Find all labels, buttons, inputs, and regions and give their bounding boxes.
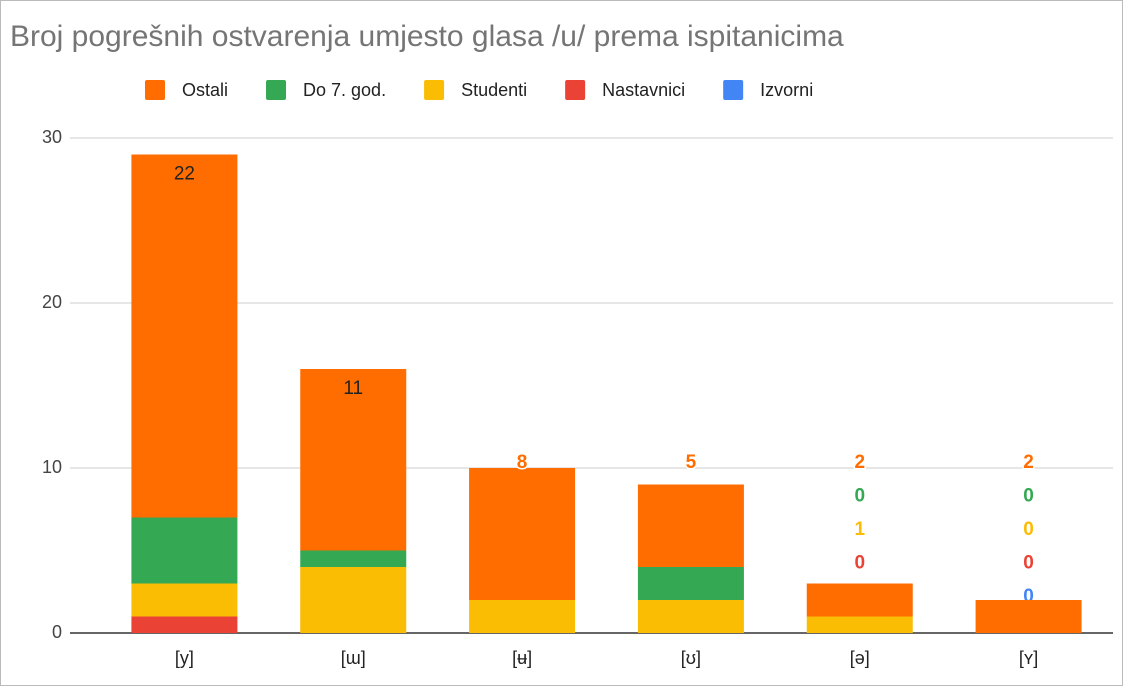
bar-segment — [637, 484, 744, 567]
bar-segment — [300, 567, 407, 633]
bar-segment — [131, 517, 238, 584]
data-label: 0 — [854, 553, 865, 574]
y-tick-label: 10 — [42, 457, 62, 477]
x-tick-label: [ɯ] — [341, 648, 366, 668]
bar-segment — [131, 154, 238, 518]
bar-segment — [300, 550, 407, 567]
y-tick-label: 20 — [42, 292, 62, 312]
legend-label: Izvorni — [760, 80, 813, 100]
data-label: 1 — [854, 519, 865, 540]
bar-segment — [300, 369, 407, 551]
x-tick-label: [ə] — [850, 648, 870, 668]
bar-segment — [469, 468, 576, 600]
x-tick-label: [ʏ] — [1019, 648, 1038, 668]
legend-swatch — [424, 80, 445, 100]
data-label: 5 — [686, 452, 697, 473]
legend-swatch — [145, 80, 165, 100]
legend-label: Studenti — [461, 80, 527, 100]
bar-segment — [806, 616, 913, 633]
data-label: 8 — [517, 452, 528, 473]
data-label: 0 — [1023, 519, 1034, 540]
legend-label: Nastavnici — [602, 80, 685, 100]
bar-segment — [637, 567, 744, 600]
x-tick-label: [ʊ] — [681, 648, 701, 668]
data-label: 11 — [343, 378, 363, 399]
bar-segment — [469, 600, 576, 633]
data-label: 0 — [854, 486, 865, 507]
legend-label: Do 7. god. — [303, 80, 386, 100]
data-label: 0 — [1023, 553, 1034, 574]
legend-swatch — [266, 80, 287, 100]
data-label: 2 — [854, 452, 865, 473]
legend-label: Ostali — [182, 80, 228, 100]
data-label: 22 — [174, 164, 195, 185]
legend-swatch — [723, 80, 744, 100]
x-tick-label: [y] — [175, 648, 194, 668]
x-tick-label: [ʉ] — [512, 648, 532, 668]
bar-segment — [131, 616, 238, 633]
bar-segment — [637, 600, 744, 633]
data-label: 2 — [1023, 452, 1034, 473]
bar-segment — [131, 583, 238, 617]
y-tick-label: 0 — [52, 622, 62, 642]
legend-swatch — [565, 80, 586, 100]
y-tick-label: 30 — [42, 127, 62, 147]
chart-title: Broj pogrešnih ostvarenja umjesto glasa … — [10, 20, 844, 53]
bar-segment — [806, 583, 913, 617]
data-label: 0 — [1023, 486, 1034, 507]
bar-segment — [975, 600, 1082, 633]
